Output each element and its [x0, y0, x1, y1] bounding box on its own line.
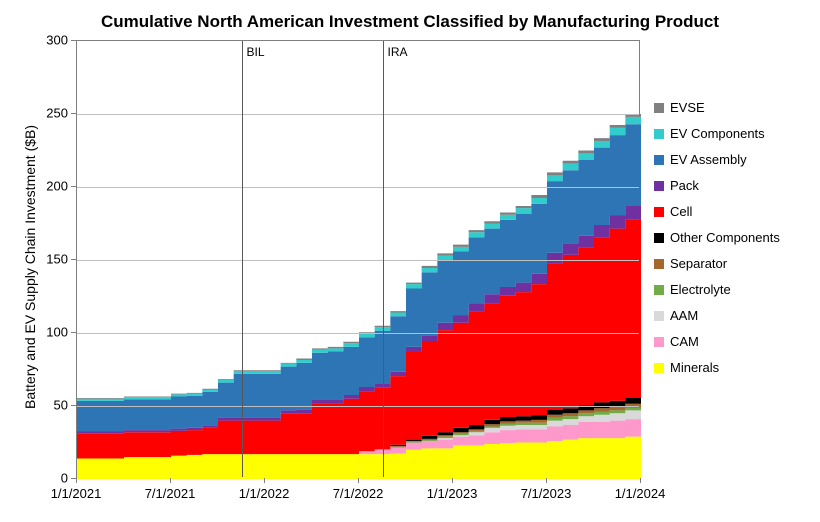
x-tick-label: 1/1/2023 [427, 486, 478, 501]
x-tick [640, 478, 641, 483]
legend-label: EV Assembly [670, 152, 747, 167]
y-tick [71, 332, 76, 333]
legend-swatch [654, 103, 664, 113]
legend-label: Other Components [670, 230, 780, 245]
x-tick [264, 478, 265, 483]
chart-title: Cumulative North American Investment Cla… [0, 12, 820, 32]
y-tick-label: 150 [38, 252, 68, 267]
y-tick [71, 259, 76, 260]
legend-swatch [654, 129, 664, 139]
gridline [77, 333, 639, 334]
legend: EVSE EV Components EV Assembly Pack Cell Othe… [654, 100, 780, 386]
y-tick-label: 0 [38, 471, 68, 486]
annotation-label: IRA [388, 45, 408, 59]
legend-item: CAM [654, 334, 780, 349]
x-tick-label: 1/1/2022 [239, 486, 290, 501]
legend-label: Cell [670, 204, 692, 219]
y-tick-label: 100 [38, 325, 68, 340]
legend-swatch [654, 155, 664, 165]
y-tick-label: 50 [38, 398, 68, 413]
legend-swatch [654, 233, 664, 243]
y-tick-label: 200 [38, 179, 68, 194]
x-tick [452, 478, 453, 483]
legend-label: EVSE [670, 100, 705, 115]
x-tick-label: 1/1/2024 [615, 486, 666, 501]
x-tick-label: 7/1/2023 [521, 486, 572, 501]
legend-item: Separator [654, 256, 780, 271]
y-tick [71, 186, 76, 187]
gridline [77, 114, 639, 115]
x-tick-label: 1/1/2021 [51, 486, 102, 501]
y-tick [71, 113, 76, 114]
legend-swatch [654, 181, 664, 191]
legend-label: Electrolyte [670, 282, 731, 297]
legend-item: Minerals [654, 360, 780, 375]
annotation-line [383, 41, 384, 477]
y-tick [71, 40, 76, 41]
legend-label: Separator [670, 256, 727, 271]
legend-swatch [654, 363, 664, 373]
plot-area: BIL IRA [76, 40, 640, 478]
y-axis-label: Battery and EV Supply Chain Investment (… [22, 125, 38, 409]
legend-swatch [654, 207, 664, 217]
legend-swatch [654, 285, 664, 295]
legend-item: EV Components [654, 126, 780, 141]
x-tick [170, 478, 171, 483]
legend-swatch [654, 337, 664, 347]
gridline [77, 260, 639, 261]
y-tick [71, 405, 76, 406]
x-tick-label: 7/1/2022 [333, 486, 384, 501]
legend-label: Minerals [670, 360, 719, 375]
gridline [77, 187, 639, 188]
legend-item: EVSE [654, 100, 780, 115]
annotation-line [242, 41, 243, 477]
legend-item: AAM [654, 308, 780, 323]
chart-container: Cumulative North American Investment Cla… [0, 0, 820, 522]
legend-label: Pack [670, 178, 699, 193]
x-tick [358, 478, 359, 483]
legend-label: AAM [670, 308, 698, 323]
annotation-label: BIL [247, 45, 265, 59]
legend-label: CAM [670, 334, 699, 349]
legend-item: Cell [654, 204, 780, 219]
legend-item: Pack [654, 178, 780, 193]
legend-item: EV Assembly [654, 152, 780, 167]
legend-item: Other Components [654, 230, 780, 245]
legend-label: EV Components [670, 126, 765, 141]
legend-swatch [654, 259, 664, 269]
y-tick-label: 250 [38, 106, 68, 121]
legend-item: Electrolyte [654, 282, 780, 297]
x-tick [546, 478, 547, 483]
x-tick-label: 7/1/2021 [145, 486, 196, 501]
y-tick-label: 300 [38, 33, 68, 48]
x-tick [76, 478, 77, 483]
gridline [77, 406, 639, 407]
legend-swatch [654, 311, 664, 321]
